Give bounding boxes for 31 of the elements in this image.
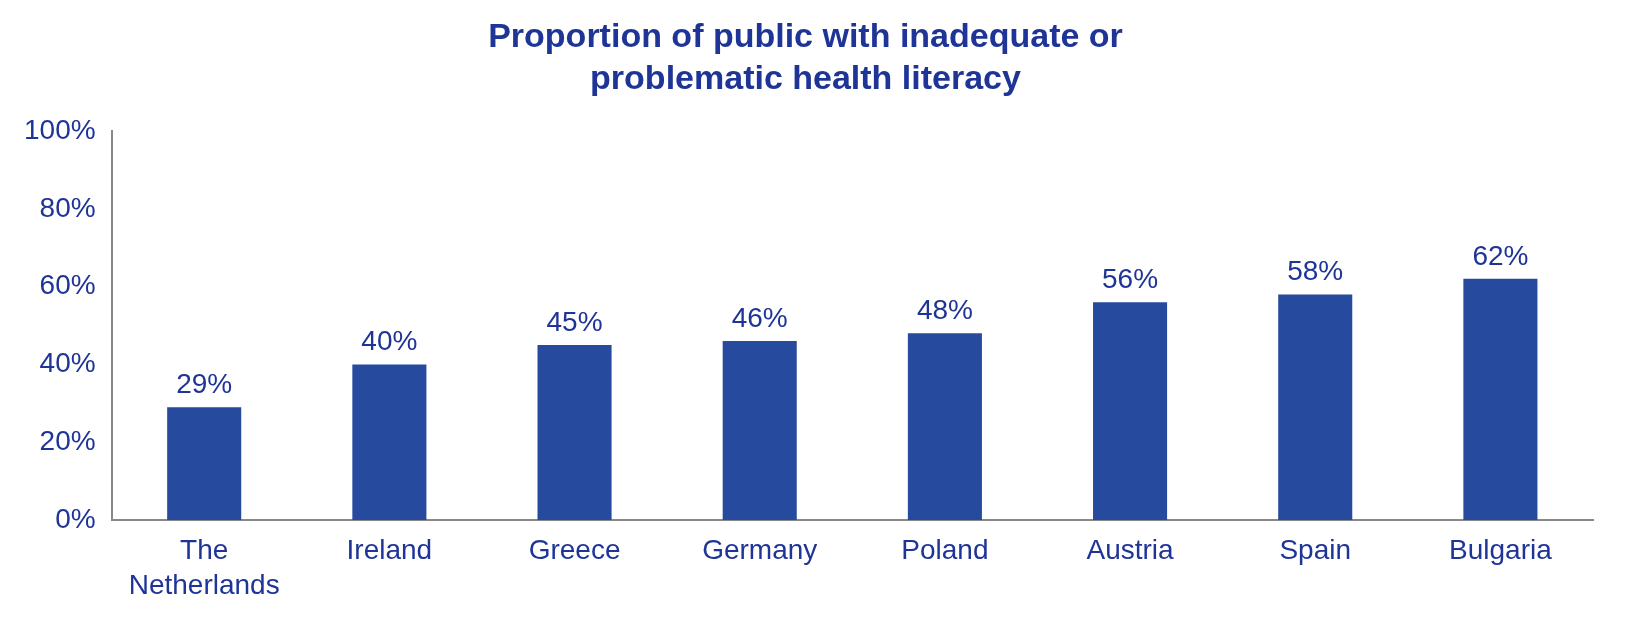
- x-tick-label: Spain: [1279, 534, 1352, 566]
- bar: [907, 333, 982, 520]
- data-label: 29%: [176, 367, 233, 399]
- x-tick-label: Poland: [901, 534, 989, 566]
- data-label: 48%: [916, 294, 973, 325]
- x-tick-label: Greece: [528, 534, 621, 566]
- x-tick-label: Germany: [702, 534, 818, 566]
- data-label: 46%: [731, 301, 788, 333]
- data-label: 56%: [1102, 262, 1159, 294]
- data-label: 62%: [1472, 239, 1529, 271]
- bar: [537, 344, 612, 520]
- bar: [1463, 278, 1538, 520]
- bar: [1278, 294, 1353, 520]
- x-tick-label: Ireland: [346, 534, 433, 566]
- bar: [352, 364, 427, 520]
- bar: [167, 407, 242, 520]
- bar: [1093, 302, 1168, 520]
- data-label: 45%: [546, 305, 603, 337]
- data-label: 40%: [361, 325, 418, 357]
- x-tick-label: The Netherlands: [128, 534, 280, 601]
- chart-title: Proportion of public with inadequate or problematic health literacy: [488, 15, 1123, 97]
- x-tick-label: Bulgaria: [1449, 534, 1553, 566]
- y-tick-label: 80%: [39, 191, 96, 223]
- y-tick-label: 40%: [39, 347, 96, 379]
- y-tick-label: 0%: [55, 502, 96, 534]
- data-label: 58%: [1287, 255, 1344, 287]
- y-tick-label: 100%: [23, 113, 96, 145]
- x-tick-label: Austria: [1086, 534, 1175, 566]
- y-tick-label: 60%: [39, 269, 96, 301]
- bar: [722, 341, 797, 520]
- y-tick-label: 20%: [39, 424, 96, 456]
